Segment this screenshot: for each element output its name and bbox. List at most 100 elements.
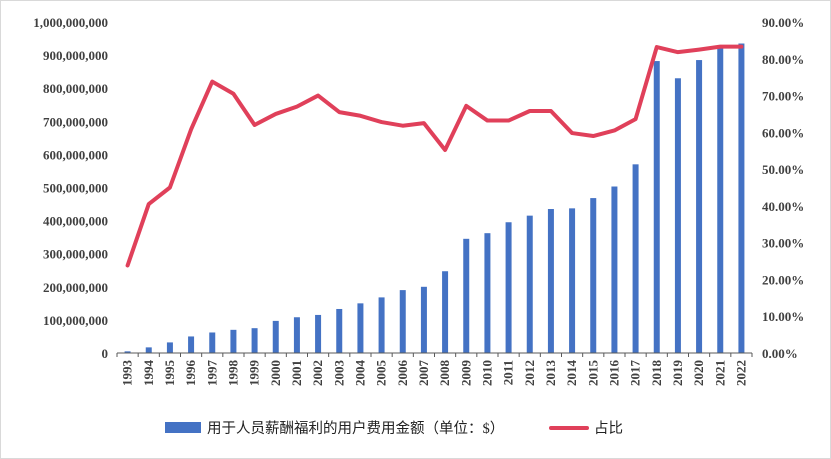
bar-1993 [124,351,131,353]
line-point-2012 [529,111,530,112]
y-right-tick-label: 20.00% [762,272,804,287]
bar-1996 [188,336,195,353]
y-right-tick-label: 70.00% [762,89,804,104]
x-tick-label-2012: 2012 [522,360,537,386]
bar-1995 [166,342,173,353]
bar-2018 [653,61,660,354]
bar-1994 [145,347,152,353]
x-tick-label-1995: 1995 [162,360,177,387]
line-point-2004 [360,115,361,116]
bar-2016 [611,186,618,353]
bar-2010 [484,233,491,353]
x-tick-label-2004: 2004 [352,360,367,387]
bar-2003 [336,308,343,353]
x-tick-label-2021: 2021 [712,360,727,386]
y-right-tick-label: 10.00% [762,309,804,324]
y-left-tick-label: 400,000,000 [43,214,108,229]
line-series-share [125,44,744,268]
y-left-tick-label: 900,000,000 [43,48,108,63]
y-left-tick-label: 1,000,000,000 [33,15,108,30]
x-tick-label-1996: 1996 [183,360,198,387]
line-point-2009 [466,105,467,106]
x-tick-label-2017: 2017 [628,360,643,387]
y-left-tick-label: 800,000,000 [43,81,108,96]
line-point-2001 [296,106,297,107]
line-point-2002 [318,95,319,96]
line-point-2005 [381,122,382,123]
line-point-1993 [127,265,128,266]
legend-label-line: 占比 [594,420,623,437]
x-tick-label-1993: 1993 [120,360,135,387]
bar-1999 [251,328,258,353]
x-tick-label-2019: 2019 [670,360,685,387]
x-tick-label-2006: 2006 [395,360,410,387]
line-layer [125,44,744,268]
y-right-tick-label: 0.00% [762,346,798,361]
bar-2000 [272,320,279,353]
x-tick-label-2013: 2013 [543,360,558,387]
bar-2021 [717,46,724,353]
x-tick-label-2015: 2015 [585,360,600,387]
line-point-2011 [508,120,509,121]
x-tick-label-1999: 1999 [247,360,262,387]
x-tick-label-1998: 1998 [225,360,240,387]
x-tick-label-2020: 2020 [691,360,706,386]
line-point-1997 [212,81,213,82]
y-right-tick-label: 30.00% [762,236,804,251]
x-tick-label-2022: 2022 [733,360,748,386]
line-point-2017 [635,119,636,120]
x-tick-label-2000: 2000 [268,360,283,386]
x-tick-label-2018: 2018 [649,360,664,387]
y-left-tick-label: 0 [102,346,109,361]
bars-layer [124,43,745,354]
bar-2009 [463,238,470,353]
x-tick-label-2009: 2009 [458,360,473,387]
legend-label-bar: 用于人员薪酬福利的用户费用金额（单位：$） [207,420,504,437]
x-tick-label-2010: 2010 [479,360,494,386]
y-right-tick-label: 90.00% [762,15,804,30]
line-point-1994 [148,204,149,205]
y-right-tick-label: 80.00% [762,52,804,67]
bar-2008 [442,271,449,353]
x-tick-label-2016: 2016 [606,360,621,387]
bar-2019 [674,78,681,354]
x-tick-label-1994: 1994 [141,360,156,387]
y-right-tick-label: 60.00% [762,125,804,140]
y-right-tick-label: 40.00% [762,199,804,214]
bar-1998 [230,329,237,353]
axes-layer [116,352,753,357]
line-point-2016 [614,130,615,131]
bar-2004 [357,303,364,353]
y-left-tick-label: 300,000,000 [43,247,108,262]
line-point-2022 [741,46,742,47]
line-point-1998 [233,93,234,94]
bar-2011 [505,222,512,353]
line-point-2014 [572,133,573,134]
bar-2006 [399,290,406,353]
y-left-tick-label: 100,000,000 [43,313,108,328]
bar-2005 [378,297,385,353]
legend: 用于人员薪酬福利的用户费用金额（单位：$） 占比 [165,420,623,437]
line-point-2018 [656,47,657,48]
legend-swatch-bar [165,422,201,433]
bar-2002 [315,314,322,353]
line-point-1996 [191,129,192,130]
x-tick-label-2001: 2001 [289,360,304,386]
bar-2013 [547,209,554,353]
y-left-tick-label: 700,000,000 [43,114,108,129]
line-point-2019 [677,52,678,53]
bar-2020 [696,60,703,354]
x-tick-label-2007: 2007 [416,360,431,387]
line-point-2006 [402,125,403,126]
y-left-tick-label: 500,000,000 [43,181,108,196]
line-point-2007 [423,123,424,124]
line-point-2013 [550,111,551,112]
x-tick-label-2003: 2003 [331,360,346,387]
bar-2014 [569,208,576,353]
bar-1997 [209,332,216,353]
bar-2007 [420,286,427,353]
line-point-1999 [254,124,255,125]
line-point-2008 [445,149,446,150]
x-tick-label-2014: 2014 [564,360,579,387]
